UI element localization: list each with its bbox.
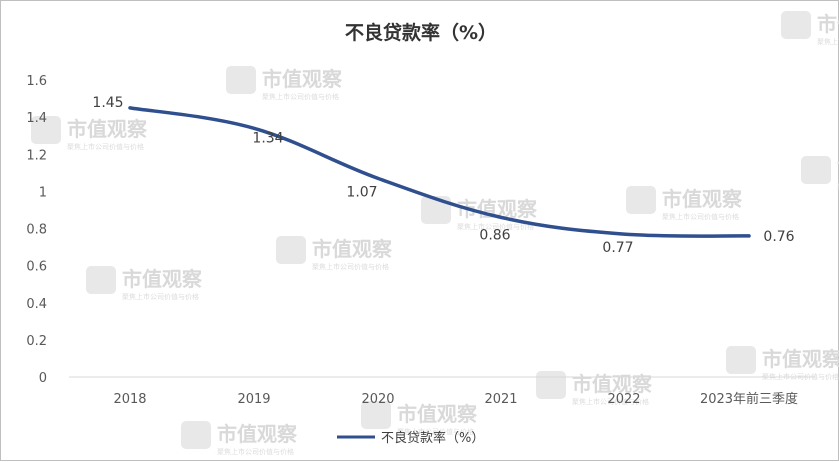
- watermark-tagline: 聚焦上市公司价值与价格: [572, 397, 649, 406]
- data-label: 0.76: [763, 229, 794, 245]
- watermark-brand: 市值观察: [397, 402, 478, 426]
- watermark-brand: 市值观察: [762, 347, 839, 371]
- data-label: 0.86: [479, 227, 510, 243]
- y-tick-label: 0: [39, 371, 47, 386]
- watermark-brand: 市值观察: [662, 187, 743, 211]
- watermark-brand: 市值观察: [312, 237, 393, 261]
- watermark-tagline: 聚焦上市公司价值与价格: [397, 427, 474, 436]
- y-tick-label: 1.6: [26, 74, 47, 89]
- series-line: [128, 106, 751, 238]
- y-tick-label: 1.4: [26, 111, 47, 126]
- watermark-brand: 市值观察: [122, 267, 203, 291]
- watermark-logo-icon: [781, 11, 811, 39]
- watermark-tagline: 聚焦上市公司价值与价格: [122, 292, 199, 301]
- watermark-tagline: 聚焦上市公司价值与价格: [262, 92, 339, 101]
- series-layer: [128, 106, 751, 238]
- watermark-logo-icon: [626, 186, 656, 214]
- watermark-tagline: 聚焦上市公司价值与价格: [817, 37, 839, 46]
- data-label: 1.07: [346, 184, 377, 200]
- watermark-logo-icon: [361, 401, 391, 429]
- data-label: 1.45: [92, 95, 123, 111]
- watermark-tagline: 聚焦上市公司价值与价格: [67, 142, 144, 151]
- watermark-logo-icon: [181, 421, 211, 449]
- y-tick-label: 1: [39, 185, 47, 200]
- data-labels: 1.45 1.34 1.07 0.86 0.77 0.76: [92, 95, 794, 256]
- watermark-logo-icon: [276, 236, 306, 264]
- y-tick-label: 1.2: [26, 148, 47, 163]
- chart-title: 不良贷款率（%）: [345, 21, 497, 44]
- data-label: 1.34: [252, 130, 283, 146]
- data-label: 0.77: [602, 240, 633, 256]
- watermark-logo-icon: [801, 156, 831, 184]
- x-tick-label: 2021: [484, 392, 517, 407]
- watermark-tagline: 聚焦上市公司价值与价格: [217, 447, 294, 456]
- y-tick-label: 0.4: [26, 297, 47, 312]
- x-tick-label: 2023年前三季度: [700, 391, 798, 407]
- watermark-logo-icon: [726, 346, 756, 374]
- watermark-brand: 市值观察: [572, 372, 653, 396]
- watermark-brand: 市值观察: [217, 422, 298, 446]
- x-tick-label: 2018: [113, 392, 146, 407]
- watermark-tagline: 聚焦上市公司价值与价格: [312, 262, 389, 271]
- x-tick-label: 2020: [361, 392, 394, 407]
- watermark-logo-icon: [226, 66, 256, 94]
- watermark-brand: 市值观察: [67, 117, 148, 141]
- x-tick-label: 2022: [607, 392, 640, 407]
- legend-label: 不良贷款率（%）: [381, 430, 484, 446]
- x-axis-labels: 2018 2019 2020 2021 2022 2023年前三季度: [113, 391, 798, 407]
- y-tick-label: 0.2: [26, 334, 47, 349]
- y-axis: 0 0.2 0.4 0.6 0.8 1 1.2 1.4 1.6: [26, 74, 47, 386]
- watermark-layer: 市值观察聚焦上市公司价值与价格市值观察聚焦上市公司价值与价格市值观察聚焦上市公司…: [31, 11, 839, 456]
- watermark-logo-icon: [86, 266, 116, 294]
- y-tick-label: 0.6: [26, 260, 47, 275]
- y-tick-label: 0.8: [26, 223, 47, 238]
- watermark-tagline: 聚焦上市公司价值与价格: [662, 212, 739, 221]
- x-tick-label: 2019: [237, 392, 270, 407]
- legend: 不良贷款率（%）: [337, 430, 484, 446]
- watermark-brand: 市值观察: [837, 157, 839, 181]
- watermark-tagline: 聚焦上市公司价值与价格: [457, 222, 534, 231]
- watermark-tagline: 聚焦上市公司价值与价格: [837, 182, 839, 191]
- watermark-logo-icon: [31, 116, 61, 144]
- watermark-brand: 市值观察: [817, 12, 839, 36]
- watermark-logo-icon: [536, 371, 566, 399]
- watermark-brand: 市值观察: [262, 67, 343, 91]
